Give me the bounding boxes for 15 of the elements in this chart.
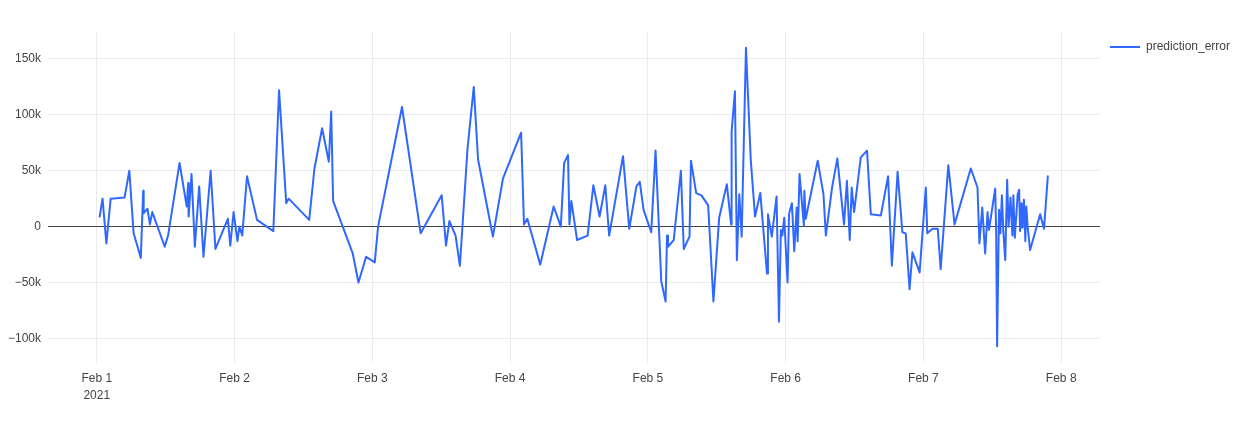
x-tick-label: Feb 3 xyxy=(357,370,389,385)
x-tick-label: Feb 2 xyxy=(219,370,251,385)
y-tick-label: 150k xyxy=(14,51,42,66)
x-tick-label: Feb 5 xyxy=(632,370,664,385)
y-tick-label: 0 xyxy=(34,218,42,233)
y-tick-label: 100k xyxy=(14,107,42,122)
x-tick-label: Feb 8 xyxy=(1045,370,1077,385)
legend-label: prediction_error xyxy=(1145,39,1231,54)
x-tick-label: Feb 4 xyxy=(494,370,526,385)
x-tick-label: Feb 6 xyxy=(770,370,802,385)
x-tick-label: Feb 1 2021 xyxy=(81,370,113,402)
x-tick-label: Feb 7 xyxy=(908,370,940,385)
y-tick-label: −100k xyxy=(7,330,42,345)
y-tick-label: −50k xyxy=(14,274,42,289)
y-tick-label: 50k xyxy=(21,163,42,178)
